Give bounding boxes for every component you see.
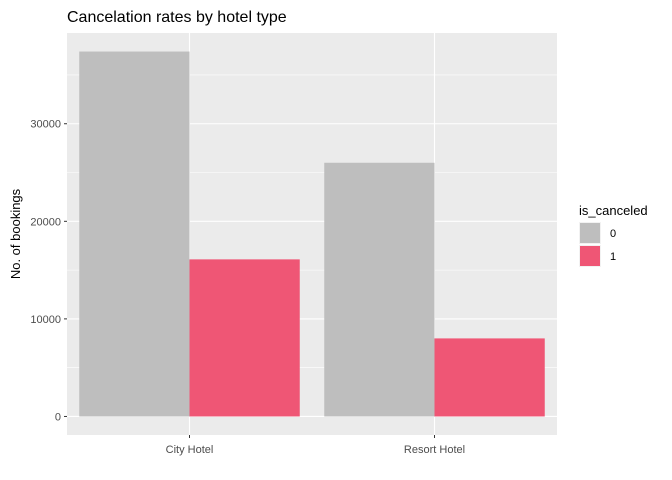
legend-swatch — [580, 223, 600, 243]
legend: is_canceled 01 — [579, 203, 648, 267]
bar — [434, 338, 545, 417]
legend-items: 01 — [579, 222, 616, 267]
legend-label: 1 — [610, 251, 616, 263]
y-tick-label: 10000 — [30, 314, 61, 326]
y-tick-label: 20000 — [30, 216, 61, 228]
x-tick-label: Resort Hotel — [404, 444, 465, 456]
chart-title: Cancelation rates by hotel type — [67, 9, 287, 26]
bar — [189, 259, 300, 417]
y-axis: 0 10000 20000 30000 — [30, 119, 67, 423]
x-axis: City Hotel Resort Hotel — [166, 435, 465, 456]
bar — [79, 51, 190, 417]
y-axis-label: No. of bookings — [8, 188, 23, 279]
x-tick-label: City Hotel — [166, 444, 214, 456]
y-tick-label: 30000 — [30, 119, 61, 131]
legend-label: 0 — [610, 228, 616, 240]
legend-title: is_canceled — [579, 203, 648, 218]
y-tick-label: 0 — [55, 411, 61, 423]
bars — [79, 51, 545, 417]
bar — [324, 162, 435, 417]
legend-swatch — [580, 246, 600, 266]
